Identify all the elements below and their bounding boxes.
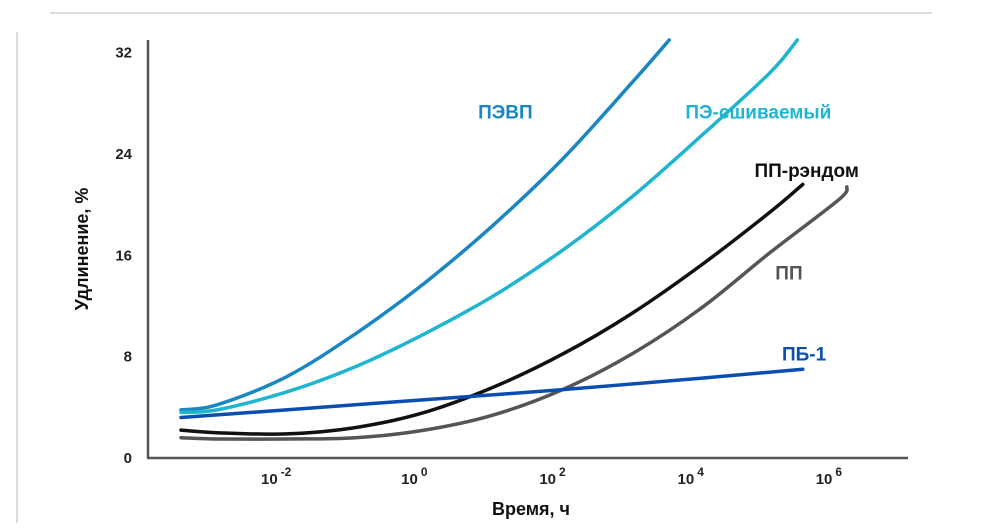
series-label: ПП-рэндом [754, 161, 858, 182]
x-tick-labels: 10 -2 10 0 10 2 10 4 10 6 [261, 465, 842, 488]
series-line [179, 182, 805, 436]
y-tick-label: 0 [124, 450, 132, 467]
y-axis-title: Удлинение, % [72, 188, 92, 311]
y-tick-label: 8 [124, 349, 132, 366]
y-tick-label: 24 [115, 146, 132, 163]
series-label: ПЭ-сшиваемый [685, 103, 831, 124]
series-line [179, 185, 849, 441]
x-tick-label: 10 4 [678, 465, 705, 488]
series-label: ПЭВП [478, 103, 533, 124]
axes [146, 40, 908, 460]
series-label: ПБ-1 [782, 344, 827, 365]
y-tick-label: 32 [115, 45, 132, 62]
x-tick-label: 10 -2 [261, 465, 292, 488]
x-axis-title: Время, ч [492, 499, 570, 519]
series-labels: ПЭВП ПЭ-сшиваемый ПП-рэндом ПП ПБ-1 [478, 103, 859, 366]
x-tick-label: 10 0 [401, 465, 428, 488]
series-label: ПП [775, 263, 802, 284]
series-line [179, 367, 805, 420]
series-line [179, 38, 671, 412]
x-tick-label: 10 2 [539, 465, 566, 488]
y-tick-label: 16 [115, 247, 132, 264]
series-line [179, 38, 800, 415]
series-curves [179, 38, 849, 441]
x-tick-label: 10 6 [816, 465, 843, 488]
y-tick-labels: 0 8 16 24 32 [115, 45, 132, 467]
